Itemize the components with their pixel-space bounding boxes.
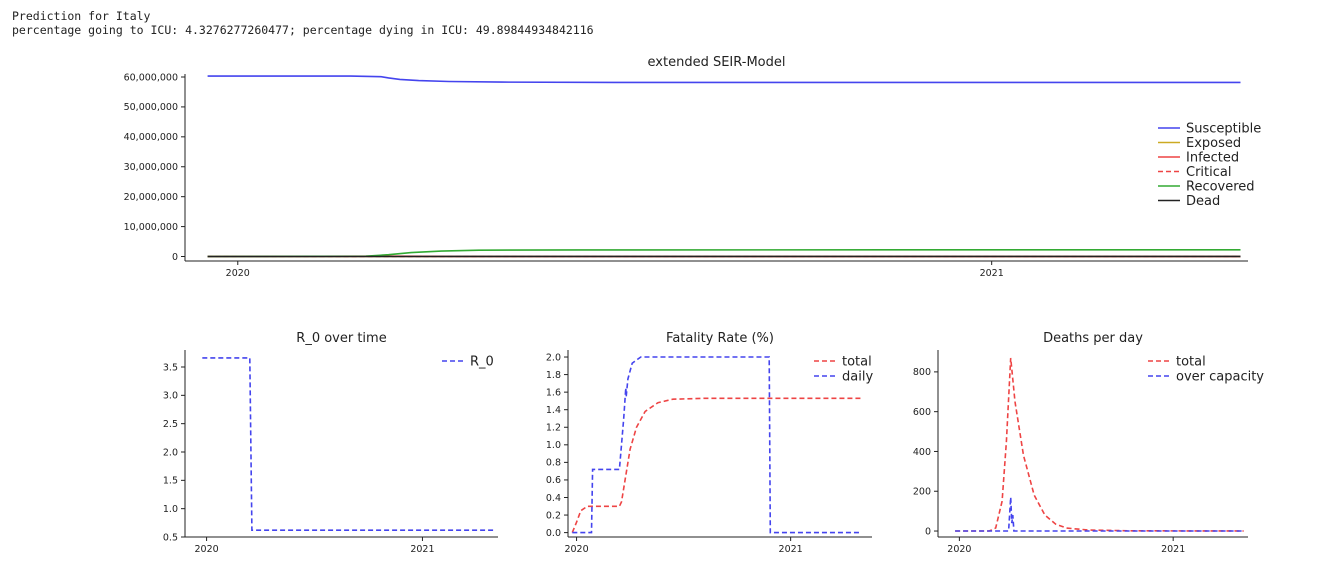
x-tick-label: 2021: [410, 544, 434, 555]
y-tick-label: 1.0: [546, 440, 561, 451]
y-tick-label: 800: [913, 367, 931, 378]
series-line-r-0: [202, 357, 494, 531]
y-tick-label: 2.5: [163, 419, 178, 430]
series-line-over-capacity: [955, 497, 1244, 532]
x-tick-label: 2020: [194, 544, 218, 555]
chart-title: Fatality Rate (%): [666, 331, 774, 346]
y-tick-label: 0.4: [546, 493, 561, 504]
y-tick-label: 0: [172, 252, 178, 263]
y-tick-label: 0.6: [546, 475, 561, 486]
y-tick-label: 1.0: [163, 504, 178, 515]
chart-deaths: Deaths per day 0 200 400 600 800 2020 2021 total…: [913, 331, 1264, 555]
y-tick-label: 0: [925, 526, 931, 537]
legend: R_0: [442, 355, 494, 370]
legend-label: Susceptible: [1186, 122, 1261, 137]
chart-title: Deaths per day: [1043, 331, 1143, 346]
chart-fatality: Fatality Rate (%) 0.0 0.2 0.4 0.6 0.8 1.0 1.2 1.…: [546, 331, 874, 555]
legend: SusceptibleExposedInfectedCriticalRecove…: [1158, 122, 1261, 209]
y-tick-label: 0.8: [546, 458, 561, 469]
series-line-susceptible: [207, 75, 1241, 84]
y-tick-label: 50,000,000: [124, 102, 178, 113]
series-line-daily: [572, 356, 862, 534]
x-tick-label: 2020: [947, 544, 971, 555]
legend-label: over capacity: [1176, 370, 1264, 385]
chart-title: extended SEIR-Model: [648, 55, 786, 70]
y-tick-label: 0.5: [163, 532, 178, 543]
legend-label: Critical: [1186, 165, 1231, 180]
y-tick-label: 2.0: [546, 352, 561, 363]
chart-r0: R_0 over time 0.5 1.0 1.5 2.0 2.5 3.0 3.5 2020 20…: [163, 331, 498, 555]
legend-label: Exposed: [1186, 136, 1241, 151]
legend-label: total: [842, 355, 872, 370]
prediction-title: Prediction for Italy: [12, 9, 151, 23]
legend-label: R_0: [470, 355, 494, 370]
y-tick-label: 1.5: [163, 476, 178, 487]
y-tick-label: 30,000,000: [124, 162, 178, 173]
x-tick-label: 2021: [980, 268, 1004, 279]
y-tick-label: 1.6: [546, 387, 561, 398]
x-tick-label: 2020: [226, 268, 250, 279]
y-tick-label: 3.5: [163, 362, 178, 373]
y-tick-label: 10,000,000: [124, 222, 178, 233]
x-tick-label: 2021: [779, 544, 803, 555]
icu-percentages: percentage going to ICU: 4.3276277260477…: [12, 23, 594, 37]
chart-seir: extended SEIR-Model 0 10,000,000 20,000,000…: [124, 55, 1262, 279]
y-tick-label: 1.4: [546, 405, 561, 416]
y-tick-label: 0.2: [546, 510, 561, 521]
chart-title: R_0 over time: [296, 331, 386, 346]
output-text: Prediction for Italy percentage going to…: [12, 9, 594, 37]
x-tick-label: 2020: [564, 544, 588, 555]
y-tick-label: 2.0: [163, 447, 178, 458]
legend-label: Dead: [1186, 194, 1220, 209]
y-tick-label: 60,000,000: [124, 72, 178, 83]
series-line-recovered: [207, 249, 1241, 258]
y-tick-label: 40,000,000: [124, 132, 178, 143]
y-tick-label: 600: [913, 407, 931, 418]
y-tick-label: 200: [913, 487, 931, 498]
y-tick-label: 20,000,000: [124, 192, 178, 203]
x-tick-label: 2021: [1161, 544, 1185, 555]
y-tick-label: 400: [913, 447, 931, 458]
legend-label: daily: [842, 370, 873, 385]
y-tick-label: 0.0: [546, 528, 561, 539]
y-tick-label: 1.2: [546, 423, 561, 434]
legend-label: Infected: [1186, 151, 1239, 166]
y-tick-label: 3.0: [163, 391, 178, 402]
legend-label: total: [1176, 355, 1206, 370]
series-line-total: [571, 397, 862, 533]
y-tick-label: 1.8: [546, 370, 561, 381]
legend-label: Recovered: [1186, 180, 1255, 195]
series-line-total: [955, 357, 1244, 532]
